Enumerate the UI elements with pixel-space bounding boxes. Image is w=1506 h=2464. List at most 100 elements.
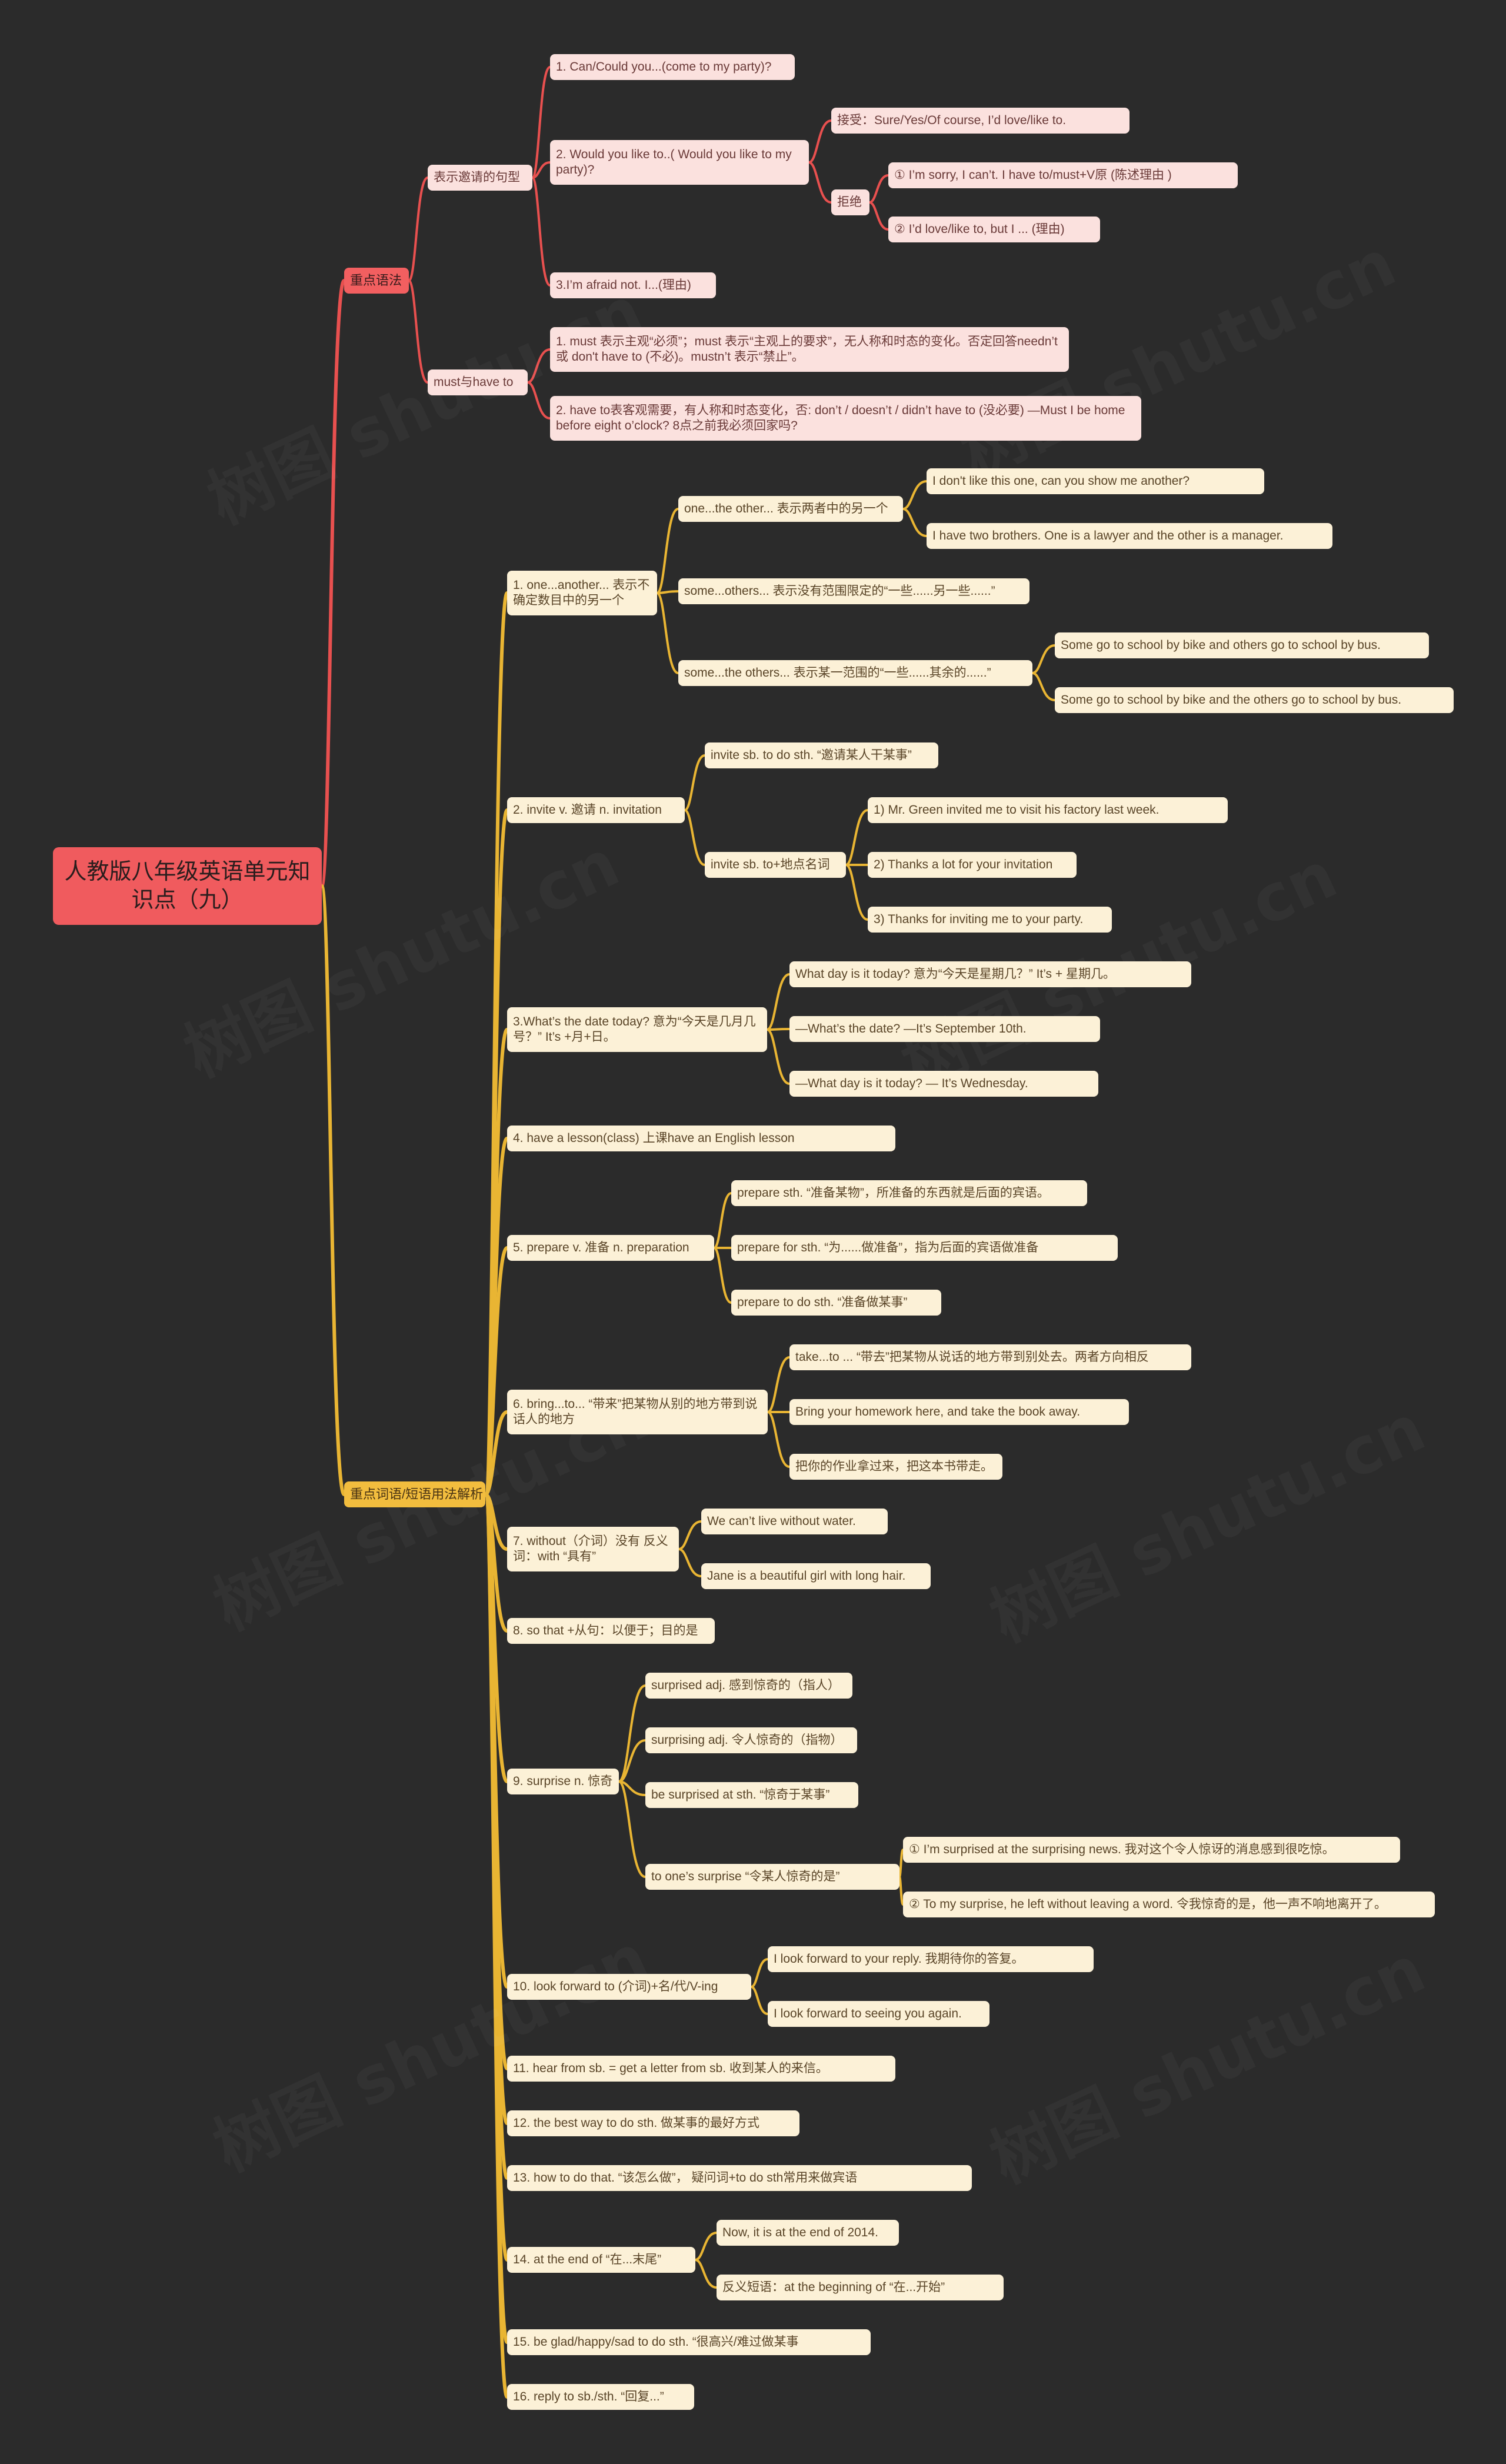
connector-line bbox=[678, 1548, 702, 1577]
connector-line bbox=[531, 161, 551, 179]
leaf-example-invited[interactable]: 1) Mr. Green invited me to visit his fac… bbox=[868, 797, 1228, 823]
branch-key-grammar[interactable]: 重点语法 bbox=[344, 268, 409, 294]
leaf-example-the-others[interactable]: Some go to school by bike and the others… bbox=[1055, 687, 1454, 713]
topic-invite-patterns[interactable]: 表示邀请的句型 bbox=[428, 165, 532, 191]
connector-line bbox=[320, 884, 346, 1496]
topic-without[interactable]: 7. without（介词）没有 反义词：with “具有” bbox=[507, 1527, 679, 1571]
connector-line bbox=[902, 480, 928, 510]
leaf-with-example[interactable]: Jane is a beautiful girl with long hair. bbox=[701, 1563, 931, 1589]
branch-key-words[interactable]: 重点词语/短语用法解析 bbox=[344, 1481, 485, 1507]
connector-line bbox=[767, 1356, 791, 1413]
leaf-take-to[interactable]: take...to ... “带去”把某物从说话的地方带到别处去。两者方向相反 bbox=[789, 1344, 1191, 1370]
leaf-afraid-not[interactable]: 3.I’m afraid not. I...(理由) bbox=[550, 272, 716, 298]
leaf-must[interactable]: 1. must 表示主观“必须”；must 表示“主观上的要求”，无人称和时态的… bbox=[550, 327, 1069, 372]
connector-line bbox=[766, 1028, 791, 1085]
connector-line bbox=[750, 1958, 769, 1988]
leaf-example-the-other[interactable]: I have two brothers. One is a lawyer and… bbox=[927, 523, 1332, 549]
leaf-surprised[interactable]: surprised adj. 感到惊奇的（指人） bbox=[645, 1673, 852, 1699]
connector-line bbox=[531, 177, 551, 287]
leaf-surprising[interactable]: surprising adj. 令人惊奇的（指物） bbox=[645, 1727, 857, 1753]
topic-what-date[interactable]: 3.What’s the date today? 意为“今天是几月几号？” It… bbox=[507, 1007, 767, 1052]
leaf-have-to[interactable]: 2. have to表客观需要，有人称和时态变化，否: don’t / does… bbox=[550, 396, 1141, 441]
topic-prepare[interactable]: 5. prepare v. 准备 n. preparation bbox=[507, 1235, 714, 1261]
leaf-can-could-you[interactable]: 1. Can/Could you...(come to my party)? bbox=[550, 54, 795, 80]
leaf-refuse-love-to[interactable]: ② I’d love/like to, but I ... (理由) bbox=[888, 217, 1100, 242]
topic-reply-to[interactable]: 16. reply to sb./sth. “回复...” bbox=[507, 2384, 694, 2410]
connector-line bbox=[750, 1986, 769, 2015]
topic-at-the-end-of[interactable]: 14. at the end of “在...末尾” bbox=[507, 2247, 695, 2273]
root-topic[interactable]: 人教版八年级英语单元知识点（九） bbox=[53, 847, 322, 925]
leaf-without-example[interactable]: We can’t live without water. bbox=[701, 1509, 888, 1534]
leaf-invite-to-do[interactable]: invite sb. to do sth. “邀请某人干某事” bbox=[705, 742, 938, 768]
connector-line bbox=[656, 508, 679, 594]
leaf-end-of-2014[interactable]: Now, it is at the end of 2014. bbox=[717, 2220, 899, 2246]
topic-one-another[interactable]: 1. one...another... 表示不确定数目中的另一个 bbox=[507, 571, 657, 615]
topic-invite[interactable]: 2. invite v. 邀请 n. invitation bbox=[507, 797, 685, 823]
topic-invite-to-place[interactable]: invite sb. to+地点名词 bbox=[705, 852, 846, 878]
connector-line bbox=[845, 809, 869, 866]
leaf-look-forward-seeing[interactable]: I look forward to seeing you again. bbox=[768, 2001, 989, 2027]
connector-line bbox=[484, 1493, 509, 2399]
connector-line bbox=[320, 279, 346, 888]
connector-line bbox=[618, 1739, 647, 1783]
topic-so-that[interactable]: 8. so that +从句：以便于；目的是 bbox=[507, 1618, 715, 1644]
connector-line bbox=[808, 161, 832, 204]
leaf-some-the-others[interactable]: some...the others... 表示某一范围的“一些......其余的… bbox=[678, 660, 1032, 686]
connector-line bbox=[527, 348, 551, 384]
leaf-refuse-sorry[interactable]: ① I’m sorry, I can’t. I have to/must+V原 … bbox=[888, 162, 1238, 188]
connector-line bbox=[484, 1246, 509, 1496]
connector-line bbox=[1031, 644, 1056, 674]
leaf-accept[interactable]: 接受：Sure/Yes/Of course, I’d love/like to. bbox=[831, 108, 1130, 134]
connector-line bbox=[656, 590, 679, 594]
topic-hear-from[interactable]: 11. hear from sb. = get a letter from sb… bbox=[507, 2056, 895, 2082]
topic-must-have-to[interactable]: must与have to bbox=[428, 369, 528, 395]
connector-line bbox=[766, 973, 791, 1031]
connector-line bbox=[684, 754, 706, 811]
topic-surprise[interactable]: 9. surprise n. 惊奇 bbox=[507, 1769, 619, 1794]
connector-line bbox=[531, 66, 551, 179]
connector-line bbox=[902, 508, 928, 537]
connector-line bbox=[484, 1410, 509, 1496]
leaf-example-inviting[interactable]: 3) Thanks for inviting me to your party. bbox=[868, 907, 1112, 933]
leaf-surprise-example-2[interactable]: ② To my surprise, he left without leavin… bbox=[903, 1892, 1435, 1917]
leaf-prepare-for[interactable]: prepare for sth. “为......做准备”，指为后面的宾语做准备 bbox=[731, 1235, 1118, 1261]
connector-line bbox=[684, 809, 706, 866]
topic-bring-to[interactable]: 6. bring...to... “带来”把某物从别的地方带到说话人的地方 bbox=[507, 1390, 768, 1434]
leaf-prepare-to-do[interactable]: prepare to do sth. “准备做某事” bbox=[731, 1290, 941, 1316]
topic-to-ones-surprise[interactable]: to one’s surprise “令某人惊奇的是” bbox=[645, 1864, 899, 1890]
leaf-surprise-example-1[interactable]: ① I’m surprised at the surprising news. … bbox=[903, 1837, 1400, 1863]
connector-line bbox=[678, 1520, 702, 1550]
leaf-some-others[interactable]: some...others... 表示没有范围限定的“一些......另一些..… bbox=[678, 578, 1029, 604]
connector-line bbox=[898, 1876, 904, 1906]
topic-best-way[interactable]: 12. the best way to do sth. 做某事的最好方式 bbox=[507, 2110, 799, 2136]
leaf-what-day[interactable]: What day is it today? 意为“今天是星期几？” It’s +… bbox=[789, 961, 1191, 987]
leaf-prepare-sth[interactable]: prepare sth. “准备某物”，所准备的东西就是后面的宾语。 bbox=[731, 1180, 1087, 1206]
leaf-example-invitation[interactable]: 2) Thanks a lot for your invitation bbox=[868, 852, 1077, 878]
topic-have-a-lesson[interactable]: 4. have a lesson(class) 上课have an Englis… bbox=[507, 1126, 895, 1151]
connector-line bbox=[808, 119, 832, 164]
leaf-bring-translation[interactable]: 把你的作业拿过来，把这本书带走。 bbox=[789, 1454, 1002, 1480]
leaf-one-the-other[interactable]: one...the other... 表示两者中的另一个 bbox=[678, 496, 903, 522]
leaf-date-dialog[interactable]: —What’s the date? —It’s September 10th. bbox=[789, 1016, 1100, 1042]
connector-line bbox=[713, 1192, 732, 1249]
leaf-look-forward-reply[interactable]: I look forward to your reply. 我期待你的答复。 bbox=[768, 1946, 1094, 1972]
leaf-bring-example[interactable]: Bring your homework here, and take the b… bbox=[789, 1399, 1129, 1425]
leaf-example-others[interactable]: Some go to school by bike and others go … bbox=[1055, 632, 1429, 658]
connector-line bbox=[766, 1028, 791, 1031]
connector-line bbox=[408, 279, 429, 384]
topic-refuse[interactable]: 拒绝 bbox=[831, 189, 869, 215]
leaf-at-the-beginning-of[interactable]: 反义短语：at the beginning of “在...开始” bbox=[717, 2275, 1004, 2300]
topic-how-to-do[interactable]: 13. how to do that. “该怎么做”， 疑问词+to do st… bbox=[507, 2165, 972, 2191]
connector-line bbox=[767, 1411, 791, 1468]
leaf-day-dialog[interactable]: —What day is it today? — It’s Wednesday. bbox=[789, 1071, 1098, 1097]
leaf-example-another[interactable]: I don't like this one, can you show me a… bbox=[927, 468, 1264, 494]
connector-line bbox=[694, 2232, 718, 2261]
connector-line bbox=[713, 1247, 732, 1304]
connector-line bbox=[527, 381, 551, 419]
topic-look-forward-to[interactable]: 10. look forward to (介词)+名/代/V-ing bbox=[507, 1974, 751, 2000]
connector-line bbox=[1031, 672, 1056, 701]
topic-be-glad-to[interactable]: 15. be glad/happy/sad to do sth. “很高兴/难过… bbox=[507, 2329, 871, 2355]
leaf-would-you-like[interactable]: 2. Would you like to..( Would you like t… bbox=[550, 140, 809, 185]
leaf-surprised-at[interactable]: be surprised at sth. “惊奇于某事” bbox=[645, 1782, 858, 1808]
connector-line bbox=[618, 1780, 647, 1878]
